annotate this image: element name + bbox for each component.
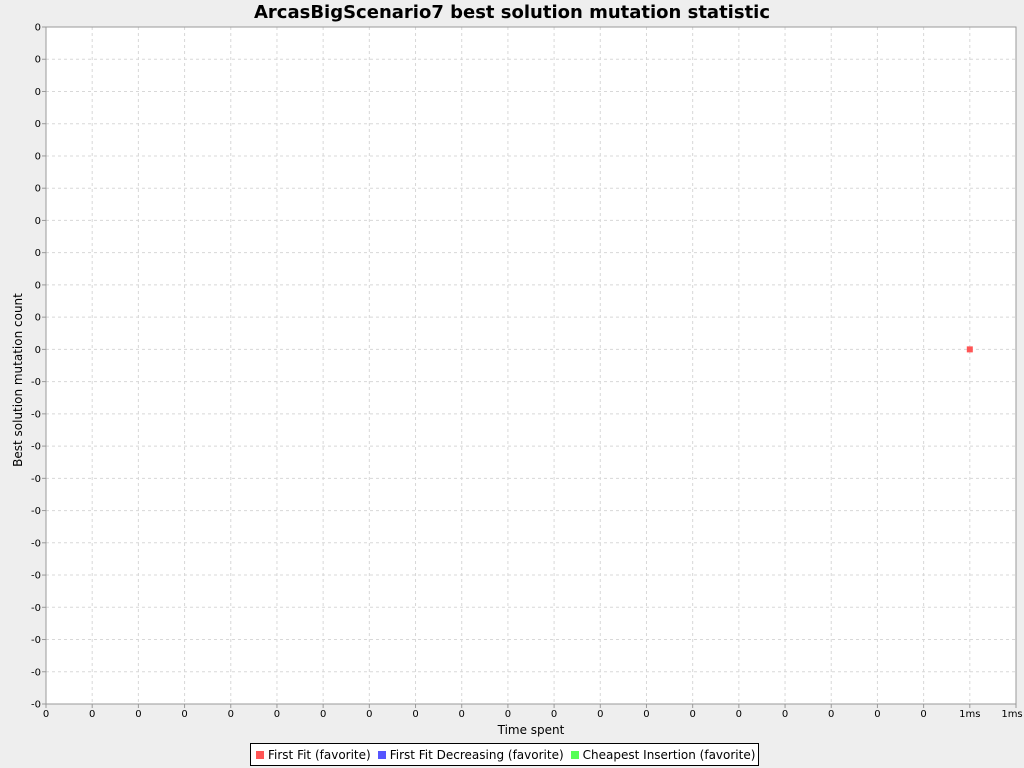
y-tick-label: -0	[31, 474, 41, 485]
y-tick-label: 0	[35, 184, 41, 195]
legend-label: First Fit Decreasing (favorite)	[389, 747, 564, 762]
x-tick-label: 0	[920, 709, 926, 720]
y-tick-label: -0	[31, 571, 41, 582]
legend: First Fit (favorite) First Fit Decreasing…	[250, 743, 760, 766]
x-tick-label: 0	[228, 709, 234, 720]
y-axis-label: Best solution mutation count	[11, 293, 25, 467]
x-tick-label: 0	[459, 709, 465, 720]
legend-item: Cheapest Insertion (favorite)	[569, 747, 756, 762]
y-tick-label: -0	[31, 377, 41, 388]
y-tick-label: -0	[31, 538, 41, 549]
y-tick-label: 0	[35, 87, 41, 98]
y-tick-label: 0	[35, 280, 41, 291]
y-axis: 0 0 0 0 0 0 0 0 0 0 0 -0 -0 -0 -0 -0 -0 -0 -0 -0 -0 -0	[31, 23, 46, 711]
x-tick-label: 0	[274, 709, 280, 720]
x-tick-label: 0	[874, 709, 880, 720]
legend-swatch	[570, 750, 579, 759]
x-axis-label: Time spent	[497, 723, 565, 737]
y-tick-label: -0	[31, 700, 41, 711]
y-tick-label: -0	[31, 409, 41, 420]
data-points	[966, 346, 973, 353]
y-tick-label: -0	[31, 667, 41, 678]
x-tick-label: 0	[43, 709, 49, 720]
x-tick-label: 0	[828, 709, 834, 720]
y-tick-label: -0	[31, 603, 41, 614]
legend-item: First Fit (favorite)	[254, 748, 371, 762]
x-tick-label: 0	[89, 709, 95, 720]
legend-item: First Fit Decreasing (favorite)	[376, 748, 564, 762]
x-tick-label: 0	[643, 709, 649, 720]
plot-border	[45, 26, 1017, 705]
legend-label: Cheapest Insertion (favorite)	[582, 747, 756, 762]
y-tick-label: 0	[35, 216, 41, 227]
x-tick-label: 0	[181, 709, 187, 720]
legend-swatch	[256, 750, 264, 759]
grid	[46, 27, 1016, 704]
x-tick-label: 0	[551, 709, 557, 720]
x-tick-label: 0	[689, 709, 695, 720]
legend-swatch	[377, 750, 386, 759]
y-tick-label: 0	[35, 55, 41, 66]
y-tick-label: 0	[35, 119, 41, 130]
y-tick-label: -0	[31, 506, 41, 517]
y-tick-label: 0	[35, 151, 41, 162]
y-tick-label: -0	[31, 442, 41, 453]
y-tick-label: 0	[35, 23, 41, 34]
x-axis: 0 0 0 0 0 0 0 0 0 0 0 0 0 0 0 0 0 0 0 0 1ms 1ms	[43, 704, 1023, 720]
x-tick-label: 0	[597, 709, 603, 720]
y-tick-label: 0	[35, 248, 41, 259]
x-tick-label: 0	[505, 709, 511, 720]
legend-label: First Fit (favorite)	[268, 747, 371, 762]
data-point	[966, 346, 973, 353]
x-tick-label: 0	[412, 709, 418, 720]
x-tick-label: 0	[782, 709, 788, 720]
y-tick-label: 0	[35, 313, 41, 324]
x-tick-label: 1ms	[959, 709, 980, 720]
x-tick-label: 1ms	[1001, 709, 1022, 720]
x-tick-label: 0	[135, 709, 141, 720]
y-tick-label: 0	[35, 345, 41, 356]
y-tick-label: -0	[31, 635, 41, 646]
x-tick-label: 0	[366, 709, 372, 720]
plot-area	[46, 27, 1016, 704]
chart-title: ArcasBigScenario7 best solution mutation…	[254, 2, 770, 23]
x-tick-label: 0	[736, 709, 742, 720]
x-tick-label: 0	[320, 709, 326, 720]
